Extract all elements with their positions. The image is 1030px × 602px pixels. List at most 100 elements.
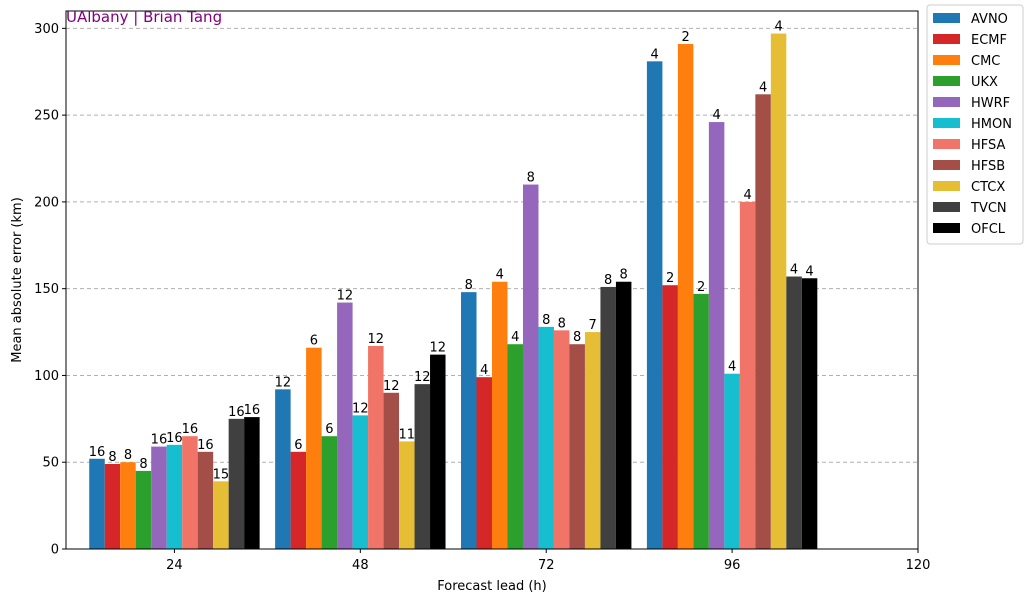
bar-count-label: 7 bbox=[589, 318, 597, 333]
bar-count-label: 16 bbox=[151, 433, 168, 448]
y-axis-label: Mean absolute error (km) bbox=[10, 197, 25, 363]
legend-swatch bbox=[933, 34, 960, 44]
bar-count-label: 4 bbox=[743, 188, 751, 203]
legend-label: UKX bbox=[971, 75, 998, 90]
bar-hmon-48 bbox=[352, 415, 369, 549]
x-tick-label: 96 bbox=[724, 558, 741, 573]
x-tick-label: 24 bbox=[166, 558, 183, 573]
bar-avno-72 bbox=[461, 292, 477, 549]
plot-frame bbox=[65, 10, 919, 550]
bar-count-label: 16 bbox=[244, 403, 261, 418]
bar-hmon-96 bbox=[724, 373, 740, 549]
y-axis: 0 50 100 150 200 250 300 bbox=[34, 22, 66, 558]
bar-ctcx-24 bbox=[213, 481, 229, 549]
legend-label: ECMF bbox=[971, 33, 1007, 48]
bar-count-label: 12 bbox=[383, 379, 400, 394]
legend-label: HWRF bbox=[971, 96, 1010, 111]
legend-label: OFCL bbox=[971, 222, 1006, 237]
bar-count-label: 8 bbox=[542, 313, 550, 328]
y-tick-label: 0 bbox=[51, 543, 59, 558]
legend-label: CTCX bbox=[971, 180, 1005, 195]
legend-swatch bbox=[933, 139, 960, 149]
bar-hwrf-72 bbox=[522, 184, 539, 549]
bar-avno-24 bbox=[89, 458, 105, 549]
bar-hwrf-24 bbox=[151, 446, 167, 549]
legend-swatch bbox=[933, 223, 960, 233]
legend-swatch bbox=[933, 97, 960, 107]
bar-hfsa-72 bbox=[553, 330, 570, 549]
bar-count-label: 4 bbox=[774, 20, 782, 35]
bar-count-label: 2 bbox=[697, 280, 705, 295]
bar-ofcl-96 bbox=[801, 278, 818, 549]
bar-count-label: 4 bbox=[759, 80, 767, 95]
bar-count-label: 4 bbox=[511, 330, 519, 345]
legend-label: HFSB bbox=[971, 159, 1005, 174]
y-tick-label: 200 bbox=[34, 195, 59, 210]
bar-avno-96 bbox=[646, 61, 663, 549]
bar-count-label: 6 bbox=[294, 438, 302, 453]
bar-count-label: 4 bbox=[712, 108, 720, 123]
bar-ukx-24 bbox=[135, 470, 152, 549]
bar-tvcn-48 bbox=[414, 384, 431, 549]
bar-count-label: 12 bbox=[414, 370, 431, 385]
bar-ofcl-24 bbox=[244, 417, 260, 549]
bar-count-label: 8 bbox=[108, 450, 116, 465]
bar-count-label: 16 bbox=[89, 445, 106, 460]
bar-count-label: 12 bbox=[337, 289, 354, 304]
legend-label: TVCN bbox=[970, 201, 1007, 216]
y-tick-label: 100 bbox=[34, 369, 59, 384]
bar-count-label: 4 bbox=[728, 360, 736, 375]
bar-tvcn-96 bbox=[786, 276, 802, 549]
bar-count-label: 12 bbox=[275, 375, 292, 390]
bar-count-label: 6 bbox=[310, 334, 318, 349]
y-tick-label: 250 bbox=[34, 109, 59, 124]
bar-ctcx-96 bbox=[770, 33, 787, 550]
bar-ecmf-48 bbox=[290, 451, 307, 549]
bar-ctcx-72 bbox=[584, 332, 601, 549]
bar-hfsa-96 bbox=[739, 201, 756, 549]
bar-hfsa-24 bbox=[182, 436, 198, 549]
legend-swatch bbox=[933, 76, 960, 86]
bar-ecmf-24 bbox=[104, 463, 121, 549]
y-tick-label: 50 bbox=[42, 456, 59, 471]
bar-cmc-24 bbox=[120, 462, 136, 549]
legend-label: HMON bbox=[971, 117, 1012, 132]
bar-count-label: 4 bbox=[651, 47, 659, 62]
x-tick-label: 120 bbox=[906, 558, 931, 573]
y-tick-label: 150 bbox=[34, 282, 59, 297]
bar-avno-48 bbox=[275, 389, 291, 549]
bar-hfsb-72 bbox=[569, 344, 585, 549]
legend-swatch bbox=[933, 118, 960, 128]
legend-label: HFSA bbox=[971, 138, 1006, 153]
bar-ecmf-72 bbox=[476, 377, 492, 549]
bar-ukx-72 bbox=[507, 344, 523, 549]
bar-count-label: 8 bbox=[573, 330, 581, 345]
bar-count-label: 2 bbox=[666, 271, 674, 286]
data-labels: 16 12 8 4 8 6 4 2 8 6 4 2 8 6 4 2 16 12 8 4 16 12 8 4 16 12 8 4 16 12… bbox=[89, 20, 814, 483]
bar-count-label: 11 bbox=[399, 427, 416, 442]
bar-count-label: 8 bbox=[558, 316, 566, 331]
bar-ofcl-72 bbox=[615, 281, 632, 549]
bar-count-label: 16 bbox=[228, 405, 245, 420]
bar-count-label: 4 bbox=[805, 264, 813, 279]
legend-swatch bbox=[933, 13, 960, 23]
bar-ecmf-96 bbox=[662, 285, 678, 549]
legend-swatch bbox=[933, 202, 960, 212]
bar-count-label: 8 bbox=[465, 278, 473, 293]
bar-cmc-48 bbox=[306, 347, 322, 549]
bar-cmc-72 bbox=[492, 281, 508, 549]
legend-label: CMC bbox=[971, 54, 1000, 69]
bars bbox=[89, 33, 818, 550]
bar-ctcx-48 bbox=[399, 441, 415, 549]
bar-ukx-96 bbox=[693, 293, 709, 549]
bar-count-label: 12 bbox=[352, 401, 369, 416]
legend-label: AVNO bbox=[971, 12, 1008, 27]
bar-count-label: 4 bbox=[496, 268, 504, 283]
bar-count-label: 8 bbox=[527, 171, 535, 186]
bar-hfsb-96 bbox=[755, 94, 771, 549]
bar-count-label: 12 bbox=[430, 341, 447, 356]
bar-count-label: 8 bbox=[124, 448, 132, 463]
bar-count-label: 8 bbox=[620, 268, 628, 283]
legend-swatch bbox=[933, 181, 960, 191]
